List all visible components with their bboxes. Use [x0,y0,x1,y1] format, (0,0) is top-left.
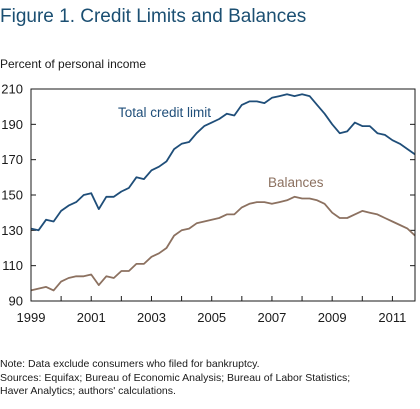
figure-title: Figure 1. Credit Limits and Balances [0,6,307,27]
x-tick-label: 2005 [197,310,226,325]
sources-line-continued: Haver Analytics; authors' calculations. [0,385,176,397]
series-label-total-credit-limit: Total credit limit [118,105,211,120]
axis-ticks [30,88,415,302]
x-tick-label: 2011 [378,310,406,325]
y-tick-labels: 90 110 130 150 170 190 210 [1,82,23,309]
y-tick-label: 210 [1,82,23,97]
y-tick-label: 90 [9,294,23,309]
y-tick-label: 170 [1,152,23,167]
x-tick-label: 2003 [137,310,166,325]
note-line: Note: Data exclude consumers who filed f… [0,358,260,370]
y-axis-label: Percent of personal income [0,57,147,71]
plot-frame [30,88,416,302]
x-tick-label: 1999 [17,310,46,325]
sources-line: Sources: Equifax; Bureau of Economic Ana… [0,371,351,384]
series-lines [30,93,416,292]
x-tick-label: 2007 [257,310,286,325]
x-tick-label: 2001 [77,310,106,325]
x-tick-labels: 1999 2001 2003 2005 2007 2009 2011 [17,310,407,325]
y-tick-label: 110 [2,258,23,273]
series-labels: Total credit limit Balances [118,105,324,190]
y-tick-label: 150 [1,188,23,203]
x-tick-label: 2009 [318,310,347,325]
series-line-total-credit-limit [30,93,416,232]
y-tick-label: 190 [1,117,23,132]
series-line-balances [30,195,416,292]
figure-notes: Note: Data exclude consumers who filed f… [0,358,420,399]
y-tick-label: 130 [1,223,23,238]
series-label-balances: Balances [268,175,324,190]
